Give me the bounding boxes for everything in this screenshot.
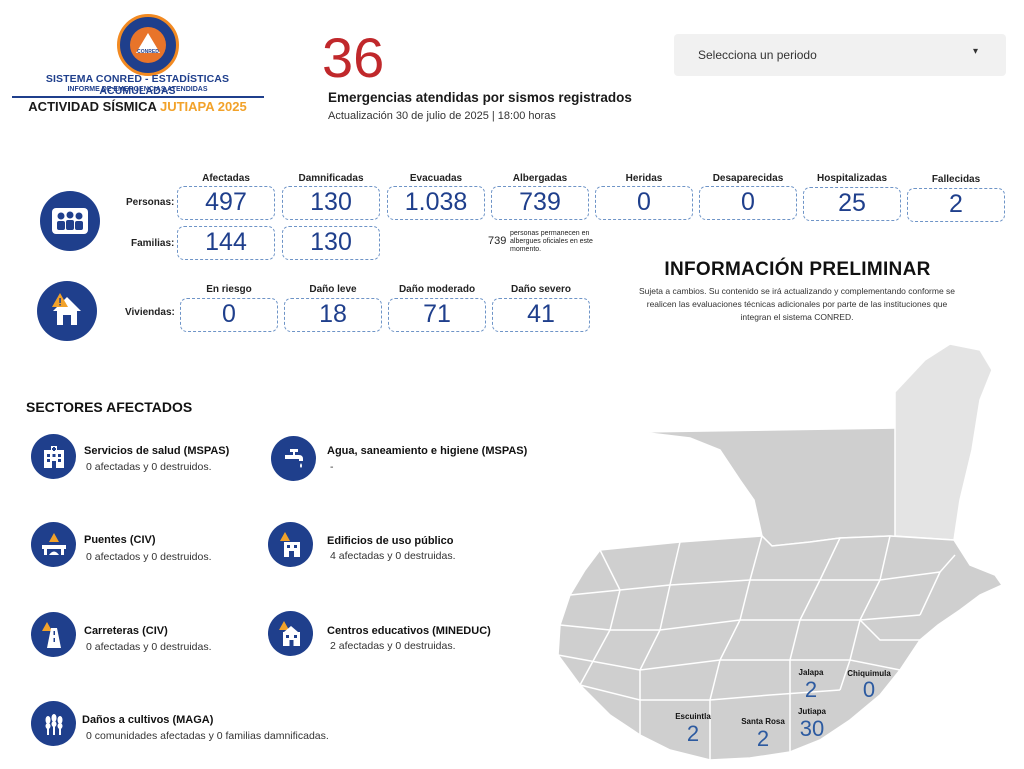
- sector-agua-detail: -: [330, 461, 334, 473]
- afectadas-label: Afectadas: [202, 173, 250, 184]
- sector-puentes-detail: 0 afectados y 0 destruidos.: [86, 551, 212, 563]
- map-escuintla-value: 2: [686, 721, 700, 746]
- damnificadas-label: Damnificadas: [298, 173, 364, 184]
- sector-carreteras-name: Carreteras (CIV): [84, 625, 168, 637]
- conred-emblem: CONRED: [117, 14, 179, 76]
- report-title: ACTIVIDAD SÍSMICA JUTIAPA 2025: [28, 99, 247, 114]
- dano-leve-label: Daño leve: [309, 284, 357, 295]
- conred-logo: CONRED SISTEMA CONRED - ESTADÍSTICAS ACU…: [10, 12, 265, 120]
- sector-puentes-name: Puentes (CIV): [84, 534, 156, 546]
- map-jutiapa-label: Jutiapa: [797, 707, 826, 716]
- emergencies-count: 36: [322, 26, 385, 89]
- sector-carreteras-detail: 0 afectadas y 0 destruidas.: [86, 641, 212, 653]
- map-jutiapa-value: 30: [799, 716, 825, 741]
- emergencies-headline: Emergencias atendidas por sismos registr…: [328, 90, 632, 105]
- map-south: [557, 535, 1004, 761]
- sector-educativos-name: Centros educativos (MINEDUC): [327, 625, 491, 637]
- damnificadas-value: 130: [282, 186, 380, 220]
- map-santa-rosa-value: 2: [756, 726, 770, 751]
- org-subtitle: INFORME DE EMERGENCIAS ATENDIDAS: [67, 86, 208, 93]
- sector-educativos-detail: 2 afectadas y 0 destruidas.: [330, 640, 456, 652]
- school-icon: [268, 611, 313, 656]
- sector-cultivos-detail: 0 comunidades afectadas y 0 familias dam…: [86, 730, 329, 742]
- desaparecidas-value: 0: [699, 186, 797, 220]
- albergadas-label: Albergadas: [512, 173, 568, 184]
- en-riesgo-label: En riesgo: [206, 284, 252, 295]
- fallecidas-value: 2: [907, 188, 1005, 222]
- familias-label: Familias:: [131, 238, 175, 249]
- bridge-icon: [31, 522, 76, 567]
- sector-salud-detail: 0 afectadas y 0 destruidos.: [86, 461, 212, 473]
- road-icon: [31, 612, 76, 657]
- chevron-down-icon[interactable]: ▾: [972, 46, 978, 57]
- update-timestamp: Actualización 30 de julio de 2025 | 18:0…: [328, 110, 556, 122]
- map-escuintla-label: Escuintla: [675, 712, 711, 721]
- sectors-title: SECTORES AFECTADOS: [26, 399, 193, 415]
- shelter-note: personas permanecen en albergues oficial…: [510, 230, 593, 253]
- familias-afectadas-value: 144: [177, 226, 275, 260]
- dano-moderado-value: 71: [388, 298, 486, 332]
- period-select[interactable]: Selecciona un periodo ▾: [674, 34, 1006, 76]
- heridas-label: Heridas: [625, 173, 663, 184]
- map-chiquimula-value: 0: [862, 677, 876, 702]
- hospitalizadas-value: 25: [803, 187, 901, 221]
- house-warning-icon: [37, 281, 97, 341]
- desaparecidas-label: Desaparecidas: [712, 173, 784, 184]
- period-select-label: Selecciona un periodo: [698, 48, 817, 62]
- evacuadas-value: 1.038: [387, 186, 485, 220]
- sector-salud-name: Servicios de salud (MSPAS): [84, 445, 230, 457]
- shelter-count: 739: [488, 235, 507, 247]
- dano-moderado-label: Daño moderado: [398, 284, 476, 295]
- hospitalizadas-label: Hospitalizadas: [816, 173, 888, 184]
- dano-severo-value: 41: [492, 298, 590, 332]
- preliminary-title: INFORMACIÓN PRELIMINAR: [664, 259, 931, 280]
- sector-edificios-detail: 4 afectadas y 0 destruidas.: [330, 550, 456, 562]
- public-building-icon: [268, 522, 313, 567]
- hospital-icon: [31, 434, 76, 479]
- preliminary-note: Sujeta a cambios. Su contenido se irá ac…: [638, 286, 956, 322]
- map-chiquimula-label: Chiquimula: [847, 669, 891, 678]
- personas-label: Personas:: [126, 197, 175, 208]
- sector-agua-name: Agua, saneamiento e higiene (MSPAS): [327, 445, 528, 457]
- viviendas-label: Viviendas:: [125, 307, 175, 318]
- albergadas-value: 739: [491, 186, 589, 220]
- en-riesgo-value: 0: [180, 298, 278, 332]
- org-title: SISTEMA CONRED - ESTADÍSTICAS ACUMULADAS: [45, 73, 230, 97]
- afectadas-value: 497: [177, 186, 275, 220]
- map-belize: [894, 343, 993, 541]
- familias-damnificadas-value: 130: [282, 226, 380, 260]
- map-santa-rosa-label: Santa Rosa: [741, 717, 785, 726]
- sector-cultivos-name: Daños a cultivos (MAGA): [82, 714, 214, 726]
- people-icon: [40, 191, 100, 251]
- fallecidas-label: Fallecidas: [931, 174, 981, 185]
- org-divider: [12, 96, 264, 98]
- map-jalapa-label: Jalapa: [798, 668, 824, 677]
- map-jalapa-value: 2: [804, 677, 818, 702]
- evacuadas-label: Evacuadas: [409, 173, 463, 184]
- water-tap-icon: [271, 436, 316, 481]
- dano-leve-value: 18: [284, 298, 382, 332]
- heridas-value: 0: [595, 186, 693, 220]
- crops-icon: [31, 701, 76, 746]
- guatemala-map: Jalapa 2 Chiquimula 0 Escuintla 2 Santa …: [540, 340, 1024, 769]
- sector-edificios-name: Edificios de uso público: [327, 535, 454, 547]
- dano-severo-label: Daño severo: [510, 284, 572, 295]
